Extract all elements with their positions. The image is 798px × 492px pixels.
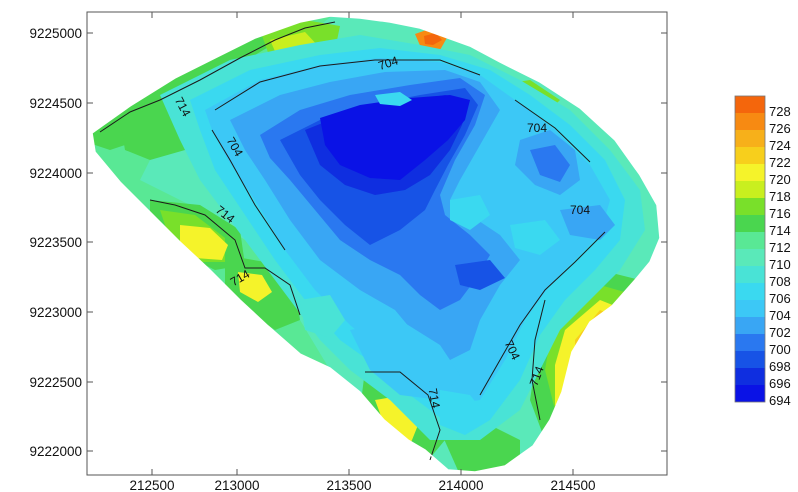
- y-tick-label: 9224500: [29, 96, 82, 111]
- contour-line-704: [211, 129, 286, 251]
- x-tick-label: 214000: [438, 478, 483, 492]
- region-level-698: [455, 260, 505, 290]
- legend-swatch-724: [735, 130, 765, 147]
- region-level-702: [560, 205, 615, 240]
- legend-label: 718: [769, 189, 791, 204]
- legend-label: 694: [769, 393, 791, 408]
- legend-swatch-720: [735, 164, 765, 181]
- contour-lines: [99, 21, 606, 461]
- legend-label: 722: [769, 155, 791, 170]
- legend-swatch-714: [735, 215, 765, 232]
- x-tick-label: 213500: [326, 478, 371, 492]
- survey-boundary: [91, 15, 661, 473]
- color-legend: 728 726 724 722 720 718 716 714 712 710 …: [734, 95, 791, 408]
- legend-label: 714: [769, 223, 791, 238]
- legend-label: 700: [769, 342, 791, 357]
- y-axis-labels: 9225000 9224500 9224000 9223500 9223000 …: [29, 26, 82, 459]
- region-level-706: [510, 220, 560, 255]
- legend-swatch-700: [735, 334, 765, 351]
- x-tick-label: 213000: [214, 478, 259, 492]
- legend-swatch-708: [735, 266, 765, 283]
- legend-label: 710: [769, 257, 791, 272]
- legend-swatch-722: [735, 147, 765, 164]
- legend-label: 716: [769, 206, 791, 221]
- y-tick-label: 9223500: [29, 235, 82, 250]
- legend-swatch-694: [735, 385, 765, 402]
- y-tick-label: 9222500: [29, 375, 82, 390]
- contour-line-714: [531, 299, 546, 421]
- y-tick-label: 9224000: [29, 166, 82, 181]
- legend-label: 728: [769, 104, 791, 119]
- y-tick-label: 9222000: [29, 444, 82, 459]
- legend-label: 712: [769, 240, 791, 255]
- x-tick-label: 214500: [550, 478, 595, 492]
- x-tick-label: 212500: [129, 478, 174, 492]
- contour-line-704: [479, 231, 606, 396]
- contour-label: 704: [570, 203, 590, 217]
- region-level-704: [350, 320, 460, 400]
- region-level-720: [180, 225, 228, 260]
- contour-line-704: [514, 99, 591, 163]
- legend-swatch-698: [735, 351, 765, 368]
- legend-frame: [734, 95, 766, 403]
- contour-line-714: [365, 371, 441, 461]
- contour-line-704: [214, 59, 481, 111]
- contour-label: 714: [527, 364, 547, 388]
- legend-label: 704: [769, 308, 791, 323]
- legend-label: 696: [769, 376, 791, 391]
- legend-swatch-718: [735, 181, 765, 198]
- region-level-720: [238, 272, 272, 302]
- legend-label: 708: [769, 274, 791, 289]
- y-tick-label: 9225000: [29, 26, 82, 41]
- contour-line-714: [149, 199, 301, 316]
- region-level-706: [450, 195, 490, 230]
- legend-swatch-706: [735, 283, 765, 300]
- legend-swatch-704: [735, 300, 765, 317]
- region-level-700: [530, 145, 570, 182]
- legend-label: 720: [769, 172, 791, 187]
- region-level-694: [320, 95, 470, 180]
- region-level-708: [300, 295, 345, 338]
- region-level-706: [440, 390, 490, 435]
- legend-swatch-702: [735, 317, 765, 334]
- contour-label: 714: [426, 387, 443, 409]
- legend-swatch-728: [735, 96, 765, 113]
- contour-label: 704: [377, 53, 401, 73]
- legend-swatch-726: [735, 113, 765, 130]
- contour-line-714: [99, 21, 336, 133]
- legend-label: 702: [769, 325, 791, 340]
- legend-swatch-696: [735, 368, 765, 385]
- region-level-728: [424, 33, 442, 45]
- axis-ticks: [87, 12, 667, 475]
- x-axis-labels: 212500 213000 213500 214000 214500: [129, 478, 595, 492]
- y-tick-label: 9223000: [29, 305, 82, 320]
- legend-label: 726: [769, 121, 791, 136]
- region-level-706: [375, 92, 412, 106]
- legend-swatch-710: [735, 249, 765, 266]
- legend-swatch-712: [735, 232, 765, 249]
- legend-swatch-716: [735, 198, 765, 215]
- legend-label: 724: [769, 138, 791, 153]
- contour-label: 704: [527, 121, 547, 135]
- legend-label: 698: [769, 359, 791, 374]
- legend-label: 706: [769, 291, 791, 306]
